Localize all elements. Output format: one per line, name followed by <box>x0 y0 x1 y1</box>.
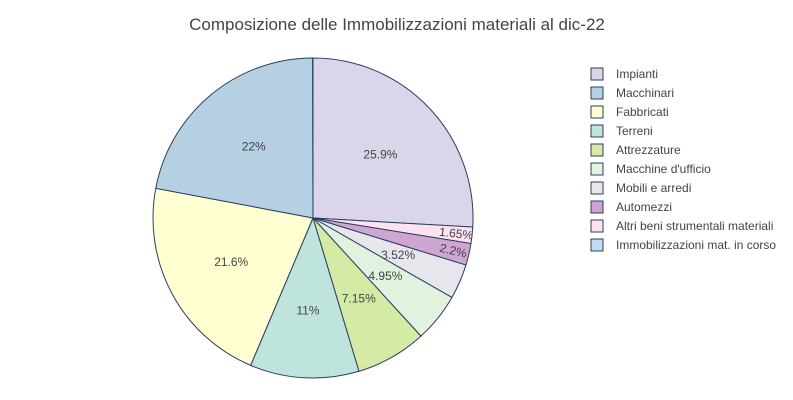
legend-swatch <box>590 200 604 214</box>
legend-item[interactable]: Terreni <box>590 124 653 138</box>
legend-item[interactable]: Macchine d'ufficio <box>590 162 711 176</box>
legend-label: Immobilizzazioni mat. in corso <box>616 238 776 252</box>
legend-label: Macchine d'ufficio <box>616 162 711 176</box>
pie-slice-labels: 25.9% 1.65%2.2% 3.52% 4.95% 7.15% 11% 21.6% 22% <box>214 140 474 318</box>
legend-item[interactable]: Automezzi <box>590 200 672 214</box>
legend-swatch <box>590 219 604 233</box>
pie-slice-macchinari <box>155 57 314 219</box>
legend-swatch <box>590 238 604 252</box>
legend-swatch <box>590 86 604 100</box>
legend-label: Attrezzature <box>616 143 681 157</box>
legend-swatch <box>590 124 604 138</box>
slice-label-3: 3.52% <box>381 248 415 262</box>
pie-slices <box>152 57 474 379</box>
legend-item[interactable]: Altri beni strumentali materiali <box>590 219 773 233</box>
legend-label: Terreni <box>616 124 653 138</box>
legend-swatch <box>590 143 604 157</box>
pie-slice-terreni <box>250 216 360 379</box>
pie-slice-impianti <box>312 57 474 228</box>
slice-label-5: 7.15% <box>342 292 376 306</box>
legend-swatch <box>590 181 604 195</box>
legend-item[interactable]: Macchinari <box>590 86 674 100</box>
legend-swatch <box>590 105 604 119</box>
legend-label: Altri beni strumentali materiali <box>616 219 773 233</box>
slice-label-8: 22% <box>242 140 266 154</box>
legend-swatch <box>590 162 604 176</box>
slice-label-6: 11% <box>296 304 319 318</box>
legend-label: Macchinari <box>616 86 674 100</box>
chart-title: Composizione delle Immobilizzazioni mate… <box>189 15 605 34</box>
slice-label-2: 2.2% <box>438 241 468 261</box>
legend-label: Impianti <box>616 67 658 81</box>
legend-item[interactable]: Fabbricati <box>590 105 669 119</box>
legend-item[interactable]: Immobilizzazioni mat. in corso <box>590 238 776 252</box>
legend: Impianti Macchinari Fabbricati Terreni Attre… <box>590 67 776 252</box>
legend-item[interactable]: Attrezzature <box>590 143 681 157</box>
legend-item[interactable]: Mobili e arredi <box>590 181 691 195</box>
legend-label: Automezzi <box>616 200 672 214</box>
slice-label-7: 21.6% <box>214 255 248 269</box>
pie-slice-fabbricati <box>152 187 314 367</box>
slice-label-1: 1.65% <box>438 225 474 243</box>
legend-swatch <box>590 67 604 81</box>
slice-label-0: 25.9% <box>363 147 397 161</box>
legend-label: Fabbricati <box>616 105 669 119</box>
slice-label-4: 4.95% <box>368 269 402 283</box>
legend-label: Mobili e arredi <box>616 181 691 195</box>
legend-item[interactable]: Impianti <box>590 67 658 81</box>
